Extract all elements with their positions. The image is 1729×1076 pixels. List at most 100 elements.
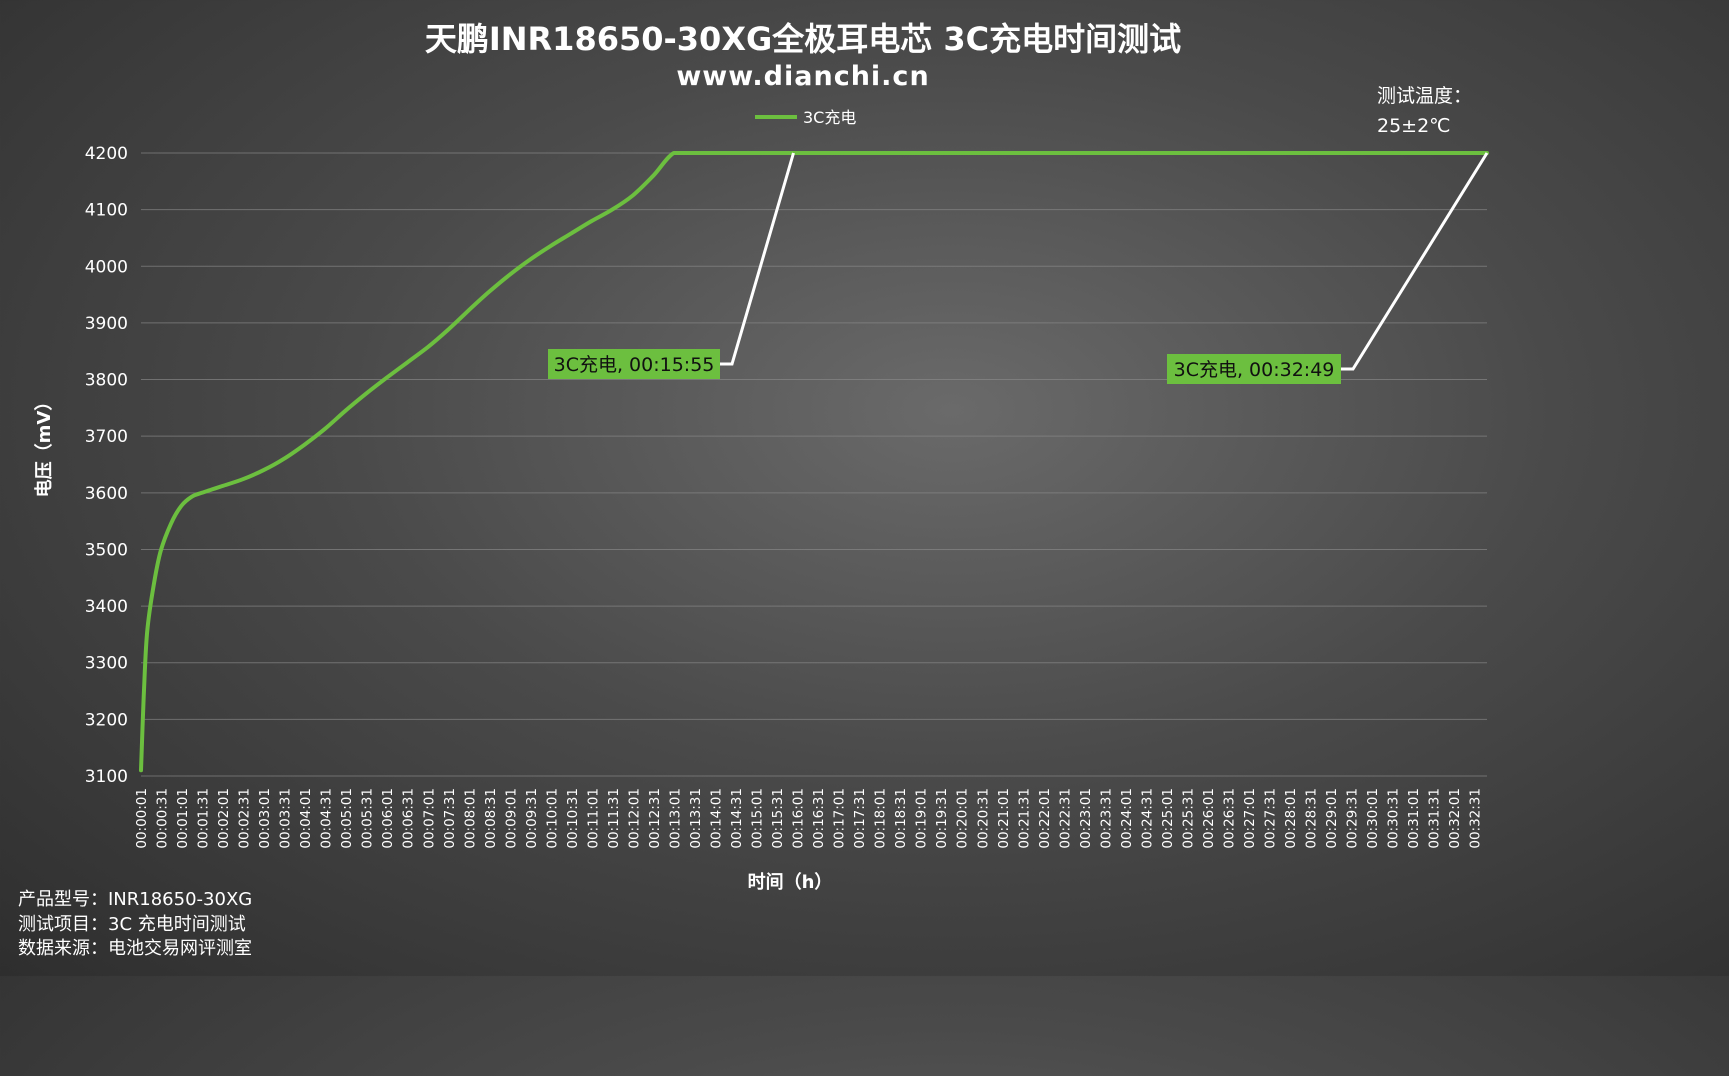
footer-source: 数据来源：电池交易网评测室 <box>18 938 252 959</box>
x-tick-label: 00:07:31 <box>442 788 458 849</box>
x-tick-label: 00:07:01 <box>421 788 437 849</box>
annotation-leader <box>1341 152 1489 371</box>
x-tick-label: 00:23:31 <box>1098 788 1114 849</box>
x-tick-label: 00:12:01 <box>626 788 642 849</box>
x-tick-label: 00:20:01 <box>955 788 971 849</box>
test-condition-label: 测试温度： <box>1377 85 1472 107</box>
x-tick-label: 00:32:01 <box>1447 788 1463 849</box>
x-tick-label: 00:01:01 <box>175 788 191 849</box>
x-tick-label: 00:18:01 <box>873 788 889 849</box>
x-tick-label: 00:10:31 <box>565 788 581 849</box>
footer-model: 产品型号：INR18650-30XG <box>18 889 252 910</box>
x-tick-label: 00:14:31 <box>729 788 745 849</box>
y-tick-label: 4100 <box>85 201 128 221</box>
x-tick-label: 00:09:01 <box>503 788 519 849</box>
x-tick-label: 00:04:31 <box>319 788 335 849</box>
x-tick-label: 00:06:31 <box>401 788 417 849</box>
x-tick-label: 00:27:01 <box>1242 788 1258 849</box>
x-tick-label: 00:08:31 <box>483 788 499 849</box>
x-tick-label: 00:26:01 <box>1201 788 1217 849</box>
x-tick-label: 00:30:01 <box>1365 788 1381 849</box>
x-tick-label: 00:05:01 <box>339 788 355 849</box>
x-tick-label: 00:17:01 <box>832 788 848 849</box>
x-tick-label: 00:29:01 <box>1324 788 1340 849</box>
y-tick-label: 3800 <box>85 371 128 391</box>
x-tick-label: 00:25:31 <box>1180 788 1196 849</box>
x-tick-label: 00:28:31 <box>1304 788 1320 849</box>
y-tick-label: 3600 <box>85 484 128 504</box>
footer-test-item: 测试项目：3C 充电时间测试 <box>18 914 246 935</box>
y-tick-label: 3100 <box>85 767 128 787</box>
y-tick-label: 3900 <box>85 314 128 334</box>
x-tick-label: 00:06:01 <box>380 788 396 849</box>
x-tick-label: 00:12:31 <box>647 788 663 849</box>
chart: 天鹏INR18650-30XG全极耳电芯 3C充电时间测试 www.dianch… <box>18 20 1489 959</box>
x-tick-label: 00:00:01 <box>134 788 150 849</box>
x-tick-label: 00:13:01 <box>667 788 683 849</box>
x-tick-label: 00:00:31 <box>155 788 171 849</box>
x-tick-label: 00:03:01 <box>257 788 273 849</box>
annotations: 3C充电, 00:15:55 3C充电, 00:32:49 <box>548 152 1489 384</box>
annotation-leader <box>720 152 795 366</box>
chart-title: 天鹏INR18650-30XG全极耳电芯 3C充电时间测试 <box>425 20 1181 58</box>
test-condition-value: 25±2℃ <box>1377 115 1451 137</box>
x-tick-label: 00:29:31 <box>1345 788 1361 849</box>
x-tick-label: 00:18:31 <box>893 788 909 849</box>
y-tick-label: 4000 <box>85 257 128 277</box>
x-tick-label: 00:16:01 <box>791 788 807 849</box>
x-tick-label: 00:04:01 <box>298 788 314 849</box>
x-tick-label: 00:13:31 <box>688 788 704 849</box>
y-axis-ticks: 4200 4100 4000 3900 3800 3700 3600 3500 3400 3300… <box>85 144 128 787</box>
x-tick-label: 00:16:31 <box>811 788 827 849</box>
y-tick-label: 3300 <box>85 654 128 674</box>
x-tick-label: 00:03:31 <box>278 788 294 849</box>
x-tick-label: 00:32:31 <box>1468 788 1484 849</box>
x-tick-label: 00:26:31 <box>1221 788 1237 849</box>
y-tick-label: 3400 <box>85 597 128 617</box>
x-tick-label: 00:09:31 <box>524 788 540 849</box>
annotation-box <box>1167 354 1341 384</box>
x-tick-label: 00:11:01 <box>585 788 601 849</box>
x-tick-label: 00:31:01 <box>1406 788 1422 849</box>
y-tick-label: 3200 <box>85 710 128 730</box>
x-tick-label: 00:25:01 <box>1160 788 1176 849</box>
x-tick-label: 00:28:01 <box>1283 788 1299 849</box>
y-axis-label: 电压（mV） <box>33 393 55 498</box>
x-axis-ticks: 00:00:01 00:00:31 00:01:01 00:01:31 00:02:01… <box>134 788 1484 849</box>
x-tick-label: 00:31:31 <box>1427 788 1443 849</box>
x-tick-label: 00:17:31 <box>852 788 868 849</box>
x-tick-label: 00:27:31 <box>1263 788 1279 849</box>
x-tick-label: 00:21:31 <box>1016 788 1032 849</box>
x-tick-label: 00:10:01 <box>544 788 560 849</box>
y-tick-label: 4200 <box>85 144 128 164</box>
x-axis-label: 时间（h） <box>748 872 833 893</box>
x-tick-label: 00:02:31 <box>237 788 253 849</box>
x-tick-label: 00:19:01 <box>914 788 930 849</box>
x-tick-label: 00:08:01 <box>462 788 478 849</box>
x-tick-label: 00:24:31 <box>1139 788 1155 849</box>
legend-label: 3C充电 <box>803 108 856 127</box>
x-tick-label: 00:22:31 <box>1057 788 1073 849</box>
x-tick-label: 00:15:01 <box>750 788 766 849</box>
x-tick-label: 00:15:31 <box>770 788 786 849</box>
x-tick-label: 00:19:31 <box>934 788 950 849</box>
x-tick-label: 00:24:01 <box>1119 788 1135 849</box>
x-tick-label: 00:23:01 <box>1078 788 1094 849</box>
x-tick-label: 00:30:31 <box>1386 788 1402 849</box>
annotation-label: 3C充电, 00:32:49 <box>1174 359 1335 381</box>
series-group <box>139 150 1489 773</box>
legend: 3C充电 <box>755 108 856 127</box>
series-line <box>139 150 1489 773</box>
x-tick-label: 00:05:31 <box>360 788 376 849</box>
x-tick-label: 00:01:31 <box>196 788 212 849</box>
grid <box>141 152 1487 777</box>
annotation-label: 3C充电, 00:15:55 <box>554 354 715 376</box>
x-tick-label: 00:02:01 <box>216 788 232 849</box>
x-tick-label: 00:14:01 <box>709 788 725 849</box>
x-tick-label: 00:20:31 <box>975 788 991 849</box>
x-tick-label: 00:22:01 <box>1037 788 1053 849</box>
x-tick-label: 00:21:01 <box>996 788 1012 849</box>
x-tick-label: 00:11:31 <box>606 788 622 849</box>
y-tick-label: 3500 <box>85 540 128 560</box>
annotation-box <box>548 349 720 379</box>
